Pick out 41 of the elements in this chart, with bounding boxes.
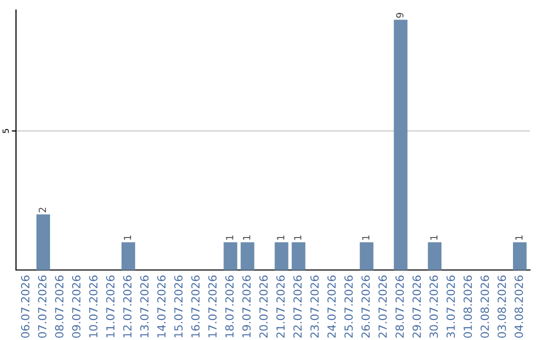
data-label: 9 <box>396 12 404 18</box>
data-label: 1 <box>362 236 370 240</box>
x-tick-label: 12.07.2026 <box>123 276 132 338</box>
x-tick-label: 25.07.2026 <box>344 276 353 338</box>
x-tick-label: 22.07.2026 <box>293 276 302 338</box>
data-label: 1 <box>294 236 302 240</box>
x-tick-label: 18.07.2026 <box>225 276 234 338</box>
x-tick-label: 13.07.2026 <box>140 276 149 338</box>
data-label: 1 <box>243 236 250 240</box>
x-tick-label: 11.07.2026 <box>106 276 115 338</box>
x-tick-label: 06.07.2026 <box>21 276 30 338</box>
x-tick-label: 26.07.2026 <box>361 276 370 338</box>
data-label: 1 <box>277 236 284 240</box>
x-tick-label: 30.07.2026 <box>430 276 438 338</box>
x-tick-label: 08.07.2026 <box>55 276 64 338</box>
x-tick-label: 21.07.2026 <box>276 276 285 338</box>
x-tick-label: 14.07.2026 <box>157 276 166 338</box>
x-tick-label: 03.08.2026 <box>498 276 506 338</box>
x-tick-label: 04.08.2026 <box>514 276 524 338</box>
x-tick-label: 09.07.2026 <box>72 276 80 338</box>
data-label: 2 <box>38 208 46 212</box>
x-tick-label: 19.07.2026 <box>242 276 251 338</box>
x-tick-label: 10.07.2026 <box>89 276 98 338</box>
x-tick-label: 01.08.2026 <box>464 276 472 338</box>
data-label: 1 <box>430 236 438 240</box>
x-tick-label: 16.07.2026 <box>191 276 200 338</box>
data-label: 1 <box>124 236 132 240</box>
x-tick-label: 27.07.2026 <box>378 276 387 338</box>
x-tick-label: 31.07.2026 <box>446 276 455 338</box>
x-tick-label: 17.07.2026 <box>208 276 217 338</box>
data-label: 1 <box>515 236 522 240</box>
x-tick-label: 20.07.2026 <box>259 276 268 338</box>
x-tick-label: 28.07.2026 <box>395 276 404 338</box>
x-tick-label: 29.07.2026 <box>412 276 421 338</box>
data-label: 1 <box>226 236 234 240</box>
y-tick-label: 5 <box>2 129 9 133</box>
x-tick-label: 02.08.2026 <box>480 276 489 338</box>
x-tick-label: 15.07.2026 <box>174 276 183 338</box>
x-tick-label: 23.07.2026 <box>310 276 319 338</box>
x-tick-label: 07.07.2026 <box>38 276 46 338</box>
x-tick-label: 24.07.2026 <box>327 276 336 338</box>
